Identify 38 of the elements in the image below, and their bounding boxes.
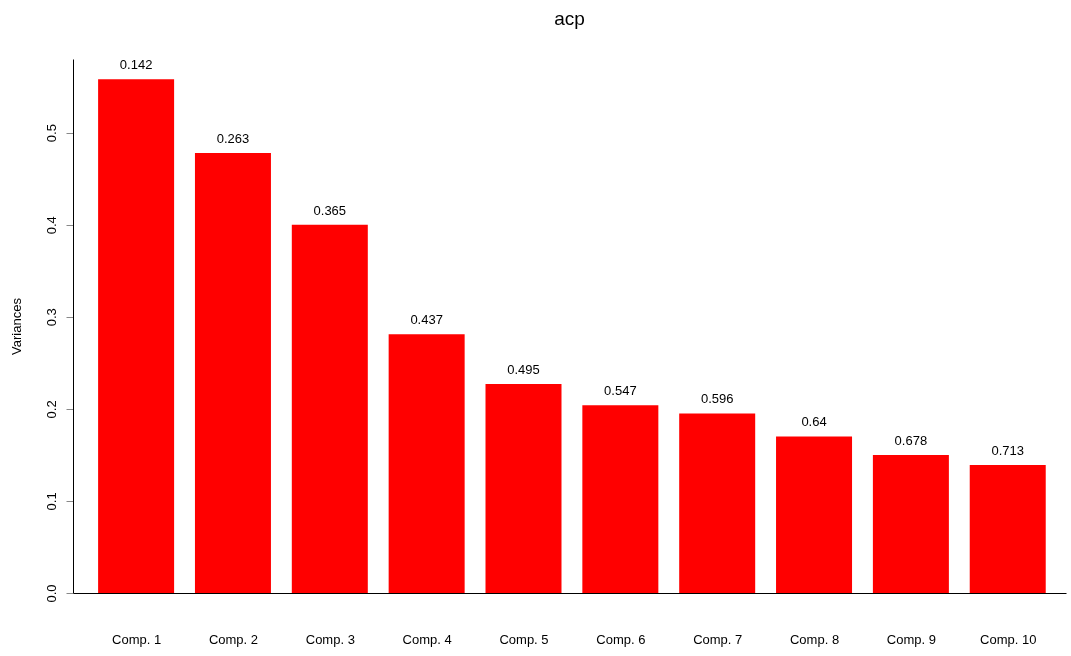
y-tick-label: 0.0 — [43, 584, 59, 603]
annotation: 0.596 — [700, 391, 734, 407]
x-tick-label: Comp. 2 — [208, 631, 259, 647]
annotation: 0.678 — [894, 432, 928, 448]
bar — [98, 79, 175, 593]
chart-title: acp — [554, 8, 585, 29]
x-tick-label: Comp. 10 — [980, 631, 1037, 647]
y-tick-label: 0.1 — [43, 492, 59, 511]
x-tick-label: Comp. 4 — [402, 631, 452, 647]
x-tick-label: Comp. 5 — [499, 631, 549, 647]
bar — [776, 436, 853, 593]
x-tick-label: Comp. 6 — [596, 631, 646, 647]
bar — [582, 405, 659, 593]
x-tick-label: Comp. 8 — [789, 631, 840, 647]
annotation: 0.142 — [119, 57, 153, 73]
annotation: 0.495 — [507, 362, 540, 377]
bar — [485, 384, 562, 593]
annotation: 0.713 — [991, 443, 1025, 459]
bar — [388, 334, 465, 593]
bar — [679, 413, 756, 593]
y-tick-label: 0.2 — [43, 400, 59, 419]
annotation: 0.64 — [801, 414, 827, 430]
y-axis-title: Variances — [8, 297, 24, 355]
x-tick-label: Comp. 1 — [112, 631, 162, 647]
y-tick-label: 0.4 — [43, 216, 59, 235]
annotation: 0.437 — [410, 312, 443, 328]
x-tick-label: Comp. 9 — [886, 631, 936, 647]
x-tick-label: Comp. 7 — [693, 631, 743, 647]
y-tick-label: 0.3 — [43, 308, 59, 327]
annotation: 0.365 — [313, 202, 347, 218]
annotation: 0.263 — [216, 130, 250, 146]
bar — [291, 224, 368, 593]
bar — [872, 454, 949, 593]
y-tick-label: 0.5 — [43, 124, 59, 143]
bar — [194, 152, 271, 593]
x-tick-label: Comp. 3 — [305, 631, 355, 647]
bar — [969, 465, 1046, 593]
annotation: 0.547 — [604, 383, 637, 399]
